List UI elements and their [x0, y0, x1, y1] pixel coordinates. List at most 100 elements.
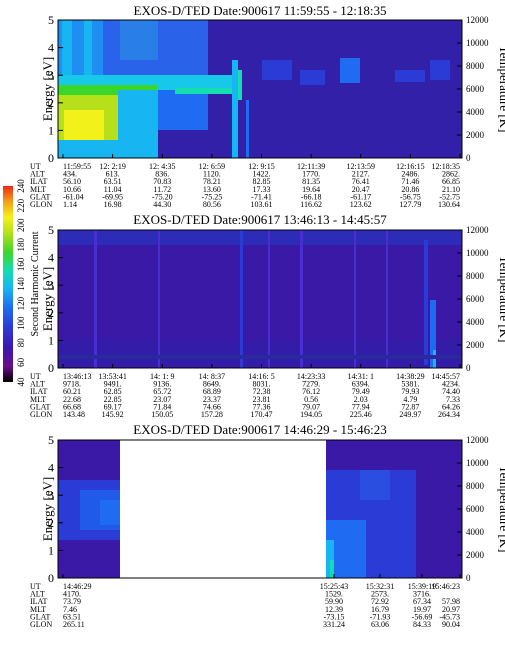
energy-tick-label: 1	[48, 123, 54, 137]
orbit-cell: 81.35	[302, 177, 320, 186]
energy-tick-label: 1	[48, 543, 54, 557]
orbit-cell: 78.21	[203, 177, 221, 186]
orbit-cell: 63.51	[104, 177, 122, 186]
panel-3-heatmap	[58, 440, 462, 578]
orbit-cell: 20.86	[401, 185, 419, 194]
orbit-cell: 7.33	[446, 395, 460, 404]
panel-2-orbit-table: UTALTILATMLTGLATGLON13:46:139718.60.2122…	[30, 364, 461, 419]
orbit-cell: 72.92	[371, 597, 389, 606]
orbit-cell: 9491.	[104, 380, 122, 389]
orbit-cell: -56.69	[412, 612, 433, 621]
energy-tick-label: 2	[48, 306, 54, 320]
orbit-row-label: ALT	[30, 590, 45, 599]
temperature-tick-label: 0	[466, 153, 471, 163]
orbit-cell: 13:53:41	[98, 372, 126, 381]
orbit-cell: 17.33	[253, 185, 271, 194]
panel-2-title: EXOS-D/TED Date:900617 13:46:13 - 14:45:…	[133, 212, 387, 227]
orbit-row-label: ILAT	[30, 177, 47, 186]
orbit-cell: 249.97	[399, 410, 421, 419]
panel-2-y2label: Temperature [K]	[497, 256, 505, 343]
orbit-cell: 59.90	[325, 597, 343, 606]
orbit-row-label: MLT	[30, 395, 46, 404]
orbit-cell: 23.37	[203, 395, 221, 404]
orbit-row-label: GLAT	[30, 612, 51, 621]
orbit-cell: 12: 6:59	[199, 162, 225, 171]
orbit-cell: 225.46	[350, 410, 372, 419]
orbit-cell: 12:11:39	[297, 162, 325, 171]
orbit-cell: 145.92	[102, 410, 124, 419]
temperature-tick-label: 8000	[466, 61, 485, 71]
orbit-row-label: GLON	[30, 410, 52, 419]
orbit-cell: 2486.	[401, 170, 419, 179]
orbit-cell: 15:25:43	[320, 582, 348, 591]
orbit-cell: 13.60	[203, 185, 221, 194]
panel-1: EXOS-D/TED Date:900617 11:59:55 - 12:18:…	[30, 3, 505, 209]
orbit-cell: 77.36	[253, 402, 271, 411]
orbit-cell: 123.62	[350, 200, 372, 209]
orbit-cell: 613.	[106, 170, 120, 179]
energy-tick-label: 4	[48, 461, 54, 475]
orbit-row-label: MLT	[30, 605, 46, 614]
colorbar-tick-label: 180	[16, 238, 26, 252]
orbit-cell: 20.47	[352, 185, 370, 194]
orbit-cell: 1529.	[325, 590, 343, 599]
orbit-cell: 0.56	[304, 395, 318, 404]
orbit-cell: 79.07	[302, 402, 320, 411]
orbit-row-label: UT	[30, 162, 41, 171]
orbit-row-label: GLAT	[30, 402, 51, 411]
temperature-tick-label: 10000	[466, 458, 489, 468]
colorbar: 40 60 80 100 120 140 160 180 200 220 240 Second Ha…	[3, 179, 41, 387]
colorbar-tick-label: 40	[16, 377, 26, 387]
temperature-tick-label: 2000	[466, 340, 485, 350]
orbit-cell: 331.24	[323, 620, 345, 629]
orbit-cell: 23.81	[253, 395, 271, 404]
energy-tick-label: 3	[48, 68, 54, 82]
orbit-cell: 44.30	[153, 200, 171, 209]
orbit-cell: 65.72	[153, 387, 171, 396]
orbit-cell: 150.05	[151, 410, 173, 419]
orbit-cell: 15:46:23	[432, 582, 460, 591]
orbit-cell: 62.85	[104, 387, 122, 396]
orbit-cell: 14:16: 5	[248, 372, 274, 381]
temperature-tick-label: 8000	[466, 481, 485, 491]
panel-3: EXOS-D/TED Date:900617 14:46:29 - 15:46:…	[30, 422, 505, 629]
orbit-cell: -71.93	[370, 612, 391, 621]
orbit-cell: 170.47	[251, 410, 273, 419]
energy-tick-label: 4	[48, 251, 54, 265]
orbit-cell: 16.98	[104, 200, 122, 209]
orbit-cell: 12.39	[325, 605, 343, 614]
temperature-tick-label: 6000	[466, 84, 485, 94]
orbit-cell: 15:32:31	[366, 582, 394, 591]
orbit-cell: -75.25	[202, 192, 223, 201]
orbit-cell: 265.11	[63, 620, 85, 629]
temperature-tick-label: 6000	[466, 504, 485, 514]
orbit-cell: 19.64	[302, 185, 320, 194]
orbit-row-label: ALT	[30, 380, 45, 389]
orbit-cell: 19.97	[413, 605, 431, 614]
orbit-cell: 264.34	[438, 410, 460, 419]
orbit-cell: -61.17	[350, 192, 371, 201]
orbit-cell: 11:59:55	[63, 162, 91, 171]
orbit-cell: 70.83	[153, 177, 171, 186]
orbit-cell: 9136.	[153, 380, 171, 389]
orbit-cell: 66.85	[442, 177, 460, 186]
orbit-cell: 20.97	[442, 605, 460, 614]
orbit-cell: 4170.	[63, 590, 81, 599]
panel-3-title: EXOS-D/TED Date:900617 14:46:29 - 15:46:…	[133, 422, 386, 437]
orbit-cell: 80.56	[203, 200, 221, 209]
orbit-row-label: UT	[30, 372, 41, 381]
panel-2: EXOS-D/TED Date:900617 13:46:13 - 14:45:…	[30, 212, 505, 419]
orbit-cell: 4234.	[442, 380, 460, 389]
orbit-cell: 64.26	[442, 402, 460, 411]
orbit-cell: 68.89	[203, 387, 221, 396]
colorbar-label: Second Harmonic Current	[30, 231, 41, 336]
panel-1-temperature-axis: 0 2000 4000 6000 8000 10000 12000	[457, 15, 489, 163]
orbit-cell: 22.68	[63, 395, 81, 404]
energy-tick-label: 3	[48, 278, 54, 292]
orbit-cell: 5381.	[401, 380, 419, 389]
orbit-cell: 66.68	[63, 402, 81, 411]
orbit-cell: 194.05	[300, 410, 322, 419]
orbit-cell: 90.04	[442, 620, 460, 629]
temperature-tick-label: 8000	[466, 271, 485, 281]
